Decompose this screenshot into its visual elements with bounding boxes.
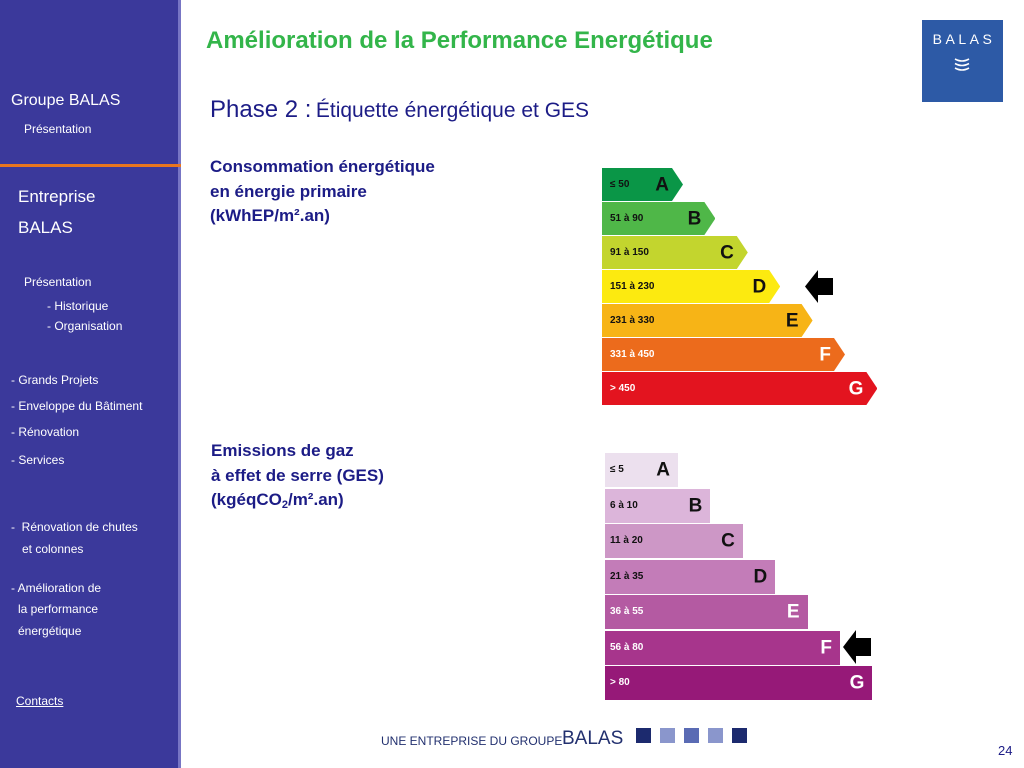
wave-icon — [954, 58, 970, 71]
sidebar: Groupe BALAS Présentation Entreprise BAL… — [0, 0, 181, 768]
ges-unit-suffix: /m².an) — [287, 490, 344, 509]
energy-class-d-letter: D — [752, 276, 767, 297]
energy-selected-arrow-icon — [805, 270, 834, 304]
ges-class-e-bar: 36 à 55 E — [605, 595, 808, 629]
energy-class-d-range: 151 à 230 — [610, 280, 655, 292]
ges-class-a-bar: ≤ 5 A — [605, 453, 678, 487]
energy-class-a-range: ≤ 50 — [610, 178, 630, 190]
energy-class-g-letter: G — [848, 378, 864, 399]
slide-title: Amélioration de la Performance Energétiq… — [206, 27, 713, 54]
ges-class-a-range: ≤ 5 — [610, 464, 624, 475]
sidebar-item-services[interactable]: - Services — [11, 453, 65, 467]
ges-class-g-letter: G — [849, 672, 865, 694]
sidebar-item-enveloppe[interactable]: - Enveloppe du Bâtiment — [11, 399, 143, 413]
energy-class-b-range: 51 à 90 — [610, 212, 644, 224]
footer-square — [732, 728, 747, 743]
sidebar-contacts-link[interactable]: Contacts — [16, 694, 64, 708]
energy-class-g-range: > 450 — [610, 382, 636, 394]
energy-class-b-letter: B — [687, 208, 702, 229]
energy-class-c-letter: C — [720, 242, 734, 263]
footer-square — [708, 728, 723, 743]
energy-class-d-bar: 151 à 230 D — [602, 270, 780, 303]
page-number: 24 — [998, 743, 1013, 758]
ges-class-a-letter: A — [656, 459, 670, 481]
phase-subtitle: Étiquette énergétique et GES — [315, 99, 590, 122]
energy-class-c-bar: 91 à 150 C — [602, 236, 748, 269]
sidebar-item-amelioration[interactable]: - Amélioration de — [11, 581, 102, 595]
sidebar-item-amelioration-line3[interactable]: énergétique — [18, 624, 82, 638]
sidebar-item-amelioration-line2[interactable]: la performance — [18, 602, 99, 616]
sidebar-item-organisation[interactable]: - Organisation — [47, 319, 123, 333]
sidebar-item-group-presentation[interactable]: Présentation — [24, 122, 92, 136]
energy-class-f-bar: 331 à 450 F — [602, 338, 845, 371]
footer-square — [636, 728, 651, 743]
sidebar-accent-divider — [0, 164, 181, 167]
energy-class-f-letter: F — [819, 344, 831, 365]
sidebar-item-renovation[interactable]: - Rénovation — [11, 425, 80, 439]
ges-class-d-bar: 21 à 35 D — [605, 559, 776, 594]
ges-heading: Emissions de gaz à effet de serre (GES) … — [211, 439, 384, 513]
sidebar-item-renovation-chutes-line2[interactable]: et colonnes — [22, 542, 84, 556]
footer-tagline: UNE ENTREPRISE DU GROUPE — [381, 734, 563, 748]
ges-class-e-letter: E — [786, 601, 800, 623]
ges-heading-line2: à effet de serre (GES) — [211, 465, 384, 485]
sidebar-company-title-line1: Entreprise — [18, 187, 96, 206]
sidebar-item-company-presentation[interactable]: Présentation — [24, 275, 92, 289]
energy-class-a-letter: A — [655, 174, 669, 195]
ges-class-c-bar: 11 à 20 C — [605, 524, 743, 558]
ges-class-d-letter: D — [753, 566, 768, 587]
energy-heading-line3: (kWhEP/m².an) — [210, 206, 330, 225]
sidebar-item-historique[interactable]: - Historique — [47, 299, 109, 313]
energy-heading-line2: en énergie primaire — [210, 181, 367, 201]
footer-square — [684, 728, 699, 743]
ges-unit-subscript: 2 — [281, 499, 288, 511]
sidebar-company-title-line2: BALAS — [18, 218, 73, 237]
ges-class-g-bar: > 80 G — [605, 666, 873, 700]
energy-class-e-letter: E — [785, 310, 799, 331]
energy-class-a-bar: ≤ 50 A — [602, 168, 683, 201]
ges-class-b-range: 6 à 10 — [610, 499, 638, 511]
energy-class-c-range: 91 à 150 — [610, 246, 649, 258]
ges-unit-prefix: (kgéqCO — [211, 490, 282, 509]
phase-label: Phase 2 : — [210, 96, 312, 123]
ges-class-g-range: > 80 — [610, 677, 630, 688]
ges-label-chart: ≤ 5 A 6 à 10 B 11 à 20 C 21 à 35 D 36 à 55 E 56 à … — [605, 453, 925, 703]
sidebar-item-grands-projets[interactable]: - Grands Projets — [11, 373, 99, 387]
ges-class-f-bar: 56 à 80 F — [605, 630, 840, 665]
energy-class-f-range: 331 à 450 — [610, 348, 655, 360]
energy-heading-line1: Consommation énergétique — [210, 157, 435, 176]
ges-class-c-letter: C — [721, 530, 735, 552]
ges-class-f-range: 56 à 80 — [610, 641, 644, 653]
footer-brand: BALAS — [562, 728, 624, 749]
balas-logo: BALAS — [922, 20, 1003, 102]
ges-class-d-range: 21 à 35 — [610, 570, 644, 582]
ges-class-b-bar: 6 à 10 B — [605, 488, 711, 523]
ges-class-b-letter: B — [688, 495, 703, 516]
ges-class-e-range: 36 à 55 — [610, 606, 644, 617]
logo-text: BALAS — [932, 31, 996, 47]
sidebar-item-renovation-chutes[interactable]: - Rénovation de chutes — [11, 520, 138, 534]
footer-square — [660, 728, 675, 743]
phase-heading: Phase 2 : Étiquette énergétique et GES — [210, 96, 590, 123]
ges-selected-arrow-icon — [843, 629, 871, 664]
energy-heading: Consommation énergétique en énergie prim… — [210, 155, 435, 229]
energy-class-b-bar: 51 à 90 B — [602, 202, 715, 235]
ges-heading-line1: Emissions de gaz — [211, 441, 354, 460]
ges-class-f-letter: F — [820, 637, 832, 658]
energy-class-e-range: 231 à 330 — [610, 314, 655, 326]
energy-class-g-bar: > 450 G — [602, 372, 877, 405]
energy-label-chart: ≤ 50 A 51 à 90 B 91 à 150 C 151 à 230 D 231 à 33… — [602, 168, 922, 410]
ges-class-c-range: 11 à 20 — [610, 535, 643, 546]
sidebar-group-title[interactable]: Groupe BALAS — [11, 92, 121, 109]
energy-class-e-bar: 231 à 330 E — [602, 304, 813, 337]
ges-heading-line3: (kgéqCO2/m².an) — [211, 488, 384, 513]
